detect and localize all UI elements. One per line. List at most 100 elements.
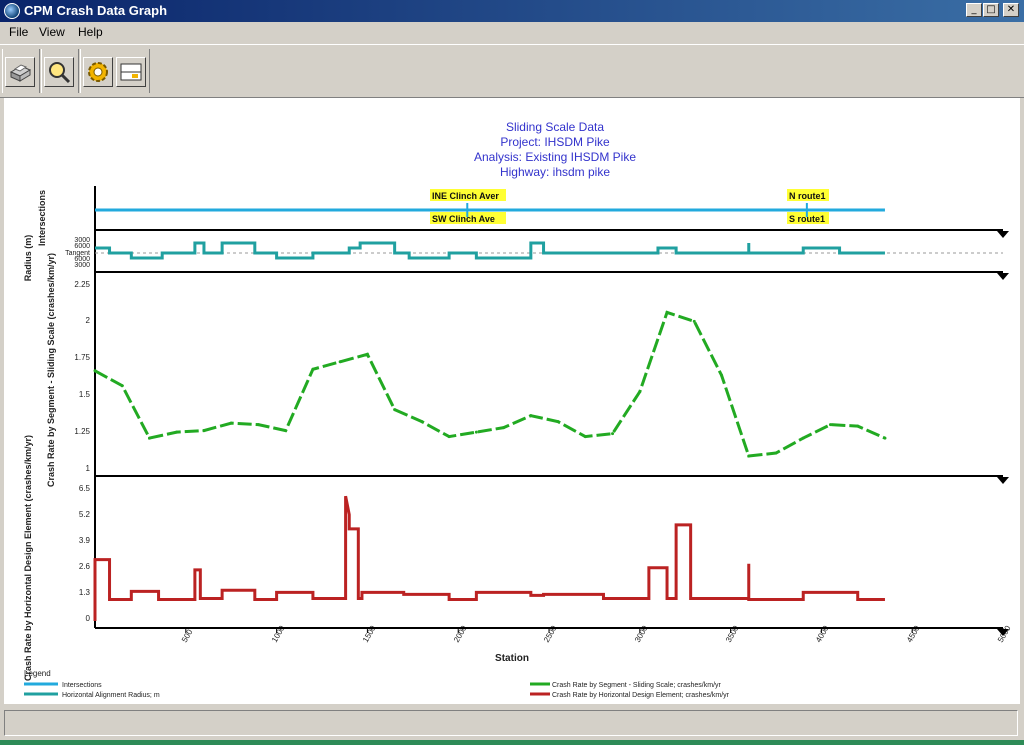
radius-tick-3: Tangent [65, 250, 90, 257]
intersection-label-top-2: N route1 [789, 191, 826, 201]
x-tick-4500: 4500 [905, 624, 922, 644]
status-bar [4, 710, 1018, 736]
segment-point-8 [284, 429, 288, 433]
display-options-icon [120, 63, 142, 81]
x-tick-1000: 1000 [270, 624, 287, 644]
x-tick-3000: 3000 [633, 624, 650, 644]
x-tick-4000: 4000 [814, 624, 831, 644]
segment-tick-4: 1.5 [79, 390, 91, 399]
legend-label-element: Crash Rate by Horizontal Design Element;… [552, 692, 730, 699]
minimize-button[interactable]: _ [966, 3, 982, 17]
intersections-ylabel: Intersections [37, 190, 47, 246]
segment-point-4 [175, 430, 179, 434]
element-tick-4: 2.6 [79, 562, 91, 571]
segment-point-16 [502, 426, 506, 430]
maximize-button[interactable]: □ [983, 3, 999, 17]
zoom-icon [49, 62, 71, 84]
segment-point-11 [365, 352, 369, 356]
radius-scroll-arrow [997, 273, 1009, 280]
menu-file[interactable]: File [9, 25, 29, 39]
element-tick-2: 5.2 [79, 510, 91, 519]
display-options-button[interactable] [116, 57, 146, 87]
segment-point-12 [393, 408, 397, 412]
x-tick-500: 500 [180, 627, 195, 644]
segment-point-30 [883, 436, 887, 440]
segment-point-5 [202, 429, 206, 433]
segment-point-18 [556, 420, 560, 424]
radius-tick-4: 6000 [74, 256, 90, 263]
chart-title-line-4: Highway: ihsdm pike [500, 165, 610, 179]
menu-bar: File View Help [0, 22, 1024, 42]
segment-point-9 [311, 367, 315, 371]
intersection-label-bg-4 [787, 212, 829, 224]
settings-button[interactable] [83, 57, 113, 87]
segment-point-2 [120, 384, 124, 388]
x-tick-3500: 3500 [724, 624, 741, 644]
segment-tick-5: 1.25 [74, 427, 90, 436]
segment-point-25 [747, 454, 751, 458]
intersection-label-bg-2 [430, 212, 506, 224]
segment-point-26 [774, 451, 778, 455]
segment-point-24 [720, 373, 724, 377]
segment-series-line [94, 310, 886, 458]
segment-point-6 [229, 421, 233, 425]
intersection-label-bottom-1: SW Clinch Ave [432, 214, 495, 224]
settings-icon [88, 62, 108, 82]
intersection-label-bottom-2: S route1 [789, 214, 825, 224]
segment-point-13 [420, 420, 424, 424]
radius-tick-5: 3000 [74, 262, 90, 269]
x-tick-1500: 1500 [361, 624, 378, 644]
element-tick-5: 1.3 [79, 588, 91, 597]
print-button[interactable] [5, 57, 35, 87]
zoom-button[interactable] [44, 57, 74, 87]
menu-view[interactable]: View [39, 25, 65, 39]
segment-point-1 [93, 369, 97, 373]
segment-point-15 [474, 430, 478, 434]
segment-tick-1: 2.25 [74, 280, 90, 289]
chart-title-line-1: Sliding Scale Data [506, 120, 604, 134]
toolbar [0, 44, 1024, 98]
toolbar-group-print [2, 49, 40, 93]
close-button[interactable]: ✕ [1003, 3, 1019, 17]
element-tick-3: 3.9 [79, 536, 91, 545]
segment-tick-3: 1.75 [74, 353, 90, 362]
segment-point-22 [665, 310, 669, 314]
segment-point-3 [147, 436, 151, 440]
toolbar-group-options [80, 49, 150, 93]
legend-title: Legend [24, 669, 51, 678]
intersection-label-bg-1 [430, 189, 506, 201]
radius-series-line [95, 241, 885, 260]
segment-ylabel: Crash Rate by Segment - Sliding Scale (c… [46, 253, 56, 487]
segment-point-14 [447, 435, 451, 439]
x-tick-2000: 2000 [452, 624, 469, 644]
segment-point-17 [529, 414, 533, 418]
chart-title-line-3: Analysis: Existing IHSDM Pike [474, 150, 636, 164]
segment-point-7 [256, 423, 260, 427]
segment-tick-6: 1 [86, 464, 91, 473]
intersection-label-bg-3 [787, 189, 829, 201]
element-tick-1: 6.5 [79, 484, 91, 493]
element-ylabel: Crash Rate by Horizontal Design Element … [23, 435, 33, 681]
segment-point-10 [338, 360, 342, 364]
intersections-scroll-arrow [997, 231, 1009, 238]
radius-tick-1: 3000 [74, 237, 90, 244]
x-axis-label: Station [495, 653, 529, 664]
legend-label-segment: Crash Rate by Segment - Sliding Scale; c… [552, 682, 722, 689]
segment-point-27 [801, 436, 805, 440]
segment-scroll-arrow [997, 477, 1009, 484]
element-tick-6: 0 [86, 614, 91, 623]
segment-tick-2: 2 [86, 316, 91, 325]
toolbar-group-zoom [41, 49, 79, 93]
chart-title-line-2: Project: IHSDM Pike [500, 135, 610, 149]
element-series-line [93, 495, 885, 621]
title-bar: CPM Crash Data Graph _ □ ✕ [0, 0, 1024, 22]
taskbar-strip [0, 740, 1024, 745]
app-icon [4, 3, 20, 19]
legend-label-intersections: Intersections [62, 682, 102, 689]
segment-point-23 [692, 319, 696, 323]
intersection-label-top-1: INE Clinch Aver [432, 191, 499, 201]
radius-tick-2: 6000 [74, 243, 90, 250]
window-title: CPM Crash Data Graph [24, 3, 168, 18]
menu-help[interactable]: Help [78, 25, 103, 39]
segment-point-29 [856, 424, 860, 428]
